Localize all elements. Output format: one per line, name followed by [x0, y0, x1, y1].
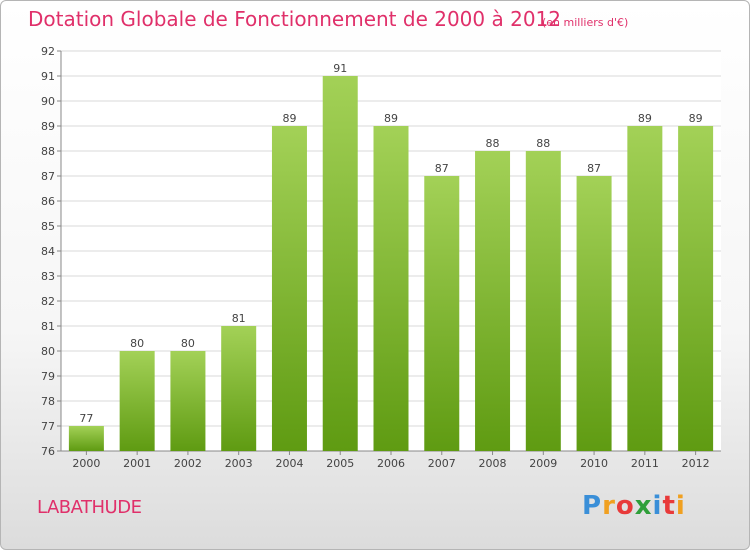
y-tick-label: 85 [41, 220, 55, 233]
x-tick-label: 2006 [377, 457, 405, 470]
bar [424, 176, 460, 451]
logo-letter: i [652, 491, 663, 521]
x-tick-label: 2004 [275, 457, 303, 470]
data-label: 89 [689, 112, 703, 125]
logo-letter: i [675, 491, 686, 521]
data-label: 89 [282, 112, 296, 125]
data-label: 88 [486, 137, 500, 150]
y-tick-label: 76 [41, 445, 55, 458]
data-label: 80 [130, 337, 144, 350]
y-tick-label: 84 [41, 245, 55, 258]
logo-letter: x [634, 491, 653, 521]
x-tick-label: 2005 [326, 457, 354, 470]
x-tick-label: 2002 [174, 457, 202, 470]
y-tick-label: 83 [41, 270, 55, 283]
bar [475, 151, 511, 451]
data-label: 81 [232, 312, 246, 325]
logo-letter: t [662, 491, 676, 521]
x-tick-label: 2008 [479, 457, 507, 470]
data-label: 91 [333, 62, 347, 75]
x-tick-label: 2009 [529, 457, 557, 470]
chart-title: Dotation Globale de Fonctionnement de 20… [28, 7, 561, 31]
bar [271, 126, 307, 451]
data-label: 87 [587, 162, 601, 175]
commune-name: LABATHUDE [37, 497, 142, 518]
y-tick-label: 80 [41, 345, 55, 358]
y-tick-label: 91 [41, 70, 55, 83]
bar [322, 76, 358, 451]
bar [373, 126, 409, 451]
chart-subtitle: (en milliers d'€) [542, 16, 629, 29]
data-label: 80 [181, 337, 195, 350]
logo-letter: P [582, 491, 603, 521]
y-tick-label: 89 [41, 120, 55, 133]
data-label: 89 [638, 112, 652, 125]
data-label: 89 [384, 112, 398, 125]
y-tick-label: 86 [41, 195, 55, 208]
bar [627, 126, 663, 451]
x-tick-label: 2007 [428, 457, 456, 470]
bar [221, 326, 257, 451]
y-tick-label: 90 [41, 95, 55, 108]
x-tick-label: 2012 [682, 457, 710, 470]
logo-letter: o [615, 491, 635, 521]
bar [119, 351, 155, 451]
bar [170, 351, 206, 451]
x-tick-label: 2010 [580, 457, 608, 470]
bar [525, 151, 561, 451]
x-tick-label: 2011 [631, 457, 659, 470]
x-tick-label: 2003 [225, 457, 253, 470]
logo-letter: r [602, 491, 616, 521]
bar [576, 176, 612, 451]
bar [678, 126, 714, 451]
x-tick-label: 2001 [123, 457, 151, 470]
proxiti-logo: Proxiti [582, 491, 686, 521]
y-tick-label: 77 [41, 420, 55, 433]
data-label: 88 [536, 137, 550, 150]
y-tick-label: 92 [41, 45, 55, 58]
y-tick-label: 79 [41, 370, 55, 383]
y-tick-label: 87 [41, 170, 55, 183]
data-label: 77 [79, 412, 93, 425]
data-label: 87 [435, 162, 449, 175]
y-tick-label: 88 [41, 145, 55, 158]
y-tick-label: 82 [41, 295, 55, 308]
y-tick-label: 81 [41, 320, 55, 333]
bar [68, 426, 104, 451]
x-tick-label: 2000 [72, 457, 100, 470]
y-tick-label: 78 [41, 395, 55, 408]
